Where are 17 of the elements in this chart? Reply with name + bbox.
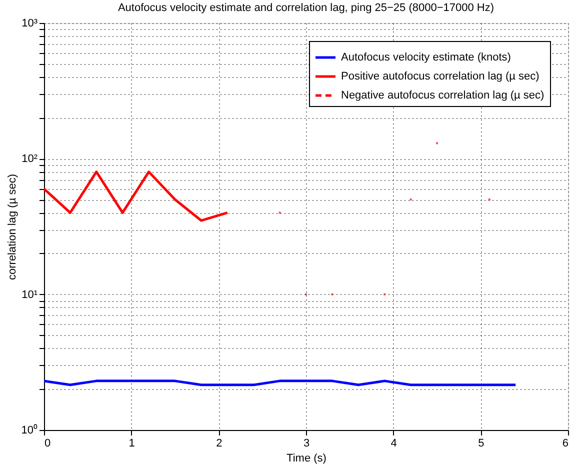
- y-axis-title: correlation lag (µ sec): [6, 174, 18, 280]
- x-tick-label: 1: [128, 438, 135, 450]
- x-tick-label: 5: [478, 438, 484, 450]
- y-tick-label: 10²: [22, 153, 38, 166]
- x-tick-label: 2: [216, 438, 222, 450]
- legend-label: Negative autofocus correlation lag (µ sec): [341, 90, 544, 102]
- legend-label: Autofocus velocity estimate (knots): [341, 52, 511, 64]
- y-tick-label: 10⁰: [21, 424, 38, 436]
- y-tick-label: 10¹: [22, 288, 38, 301]
- y-tick-label: 10³: [22, 18, 38, 30]
- chart-title: Autofocus velocity estimate and correlation lag, ping 25−25 (8000−17000 Hz): [118, 2, 494, 14]
- x-tick-label: 4: [390, 438, 397, 450]
- x-tick-label: 0: [44, 438, 51, 450]
- legend-label: Positive autofocus correlation lag (µ sec): [341, 70, 540, 82]
- x-tick-label: 6: [562, 438, 568, 450]
- x-axis-title: Time (s): [286, 452, 326, 464]
- x-tick-label: 3: [303, 438, 310, 450]
